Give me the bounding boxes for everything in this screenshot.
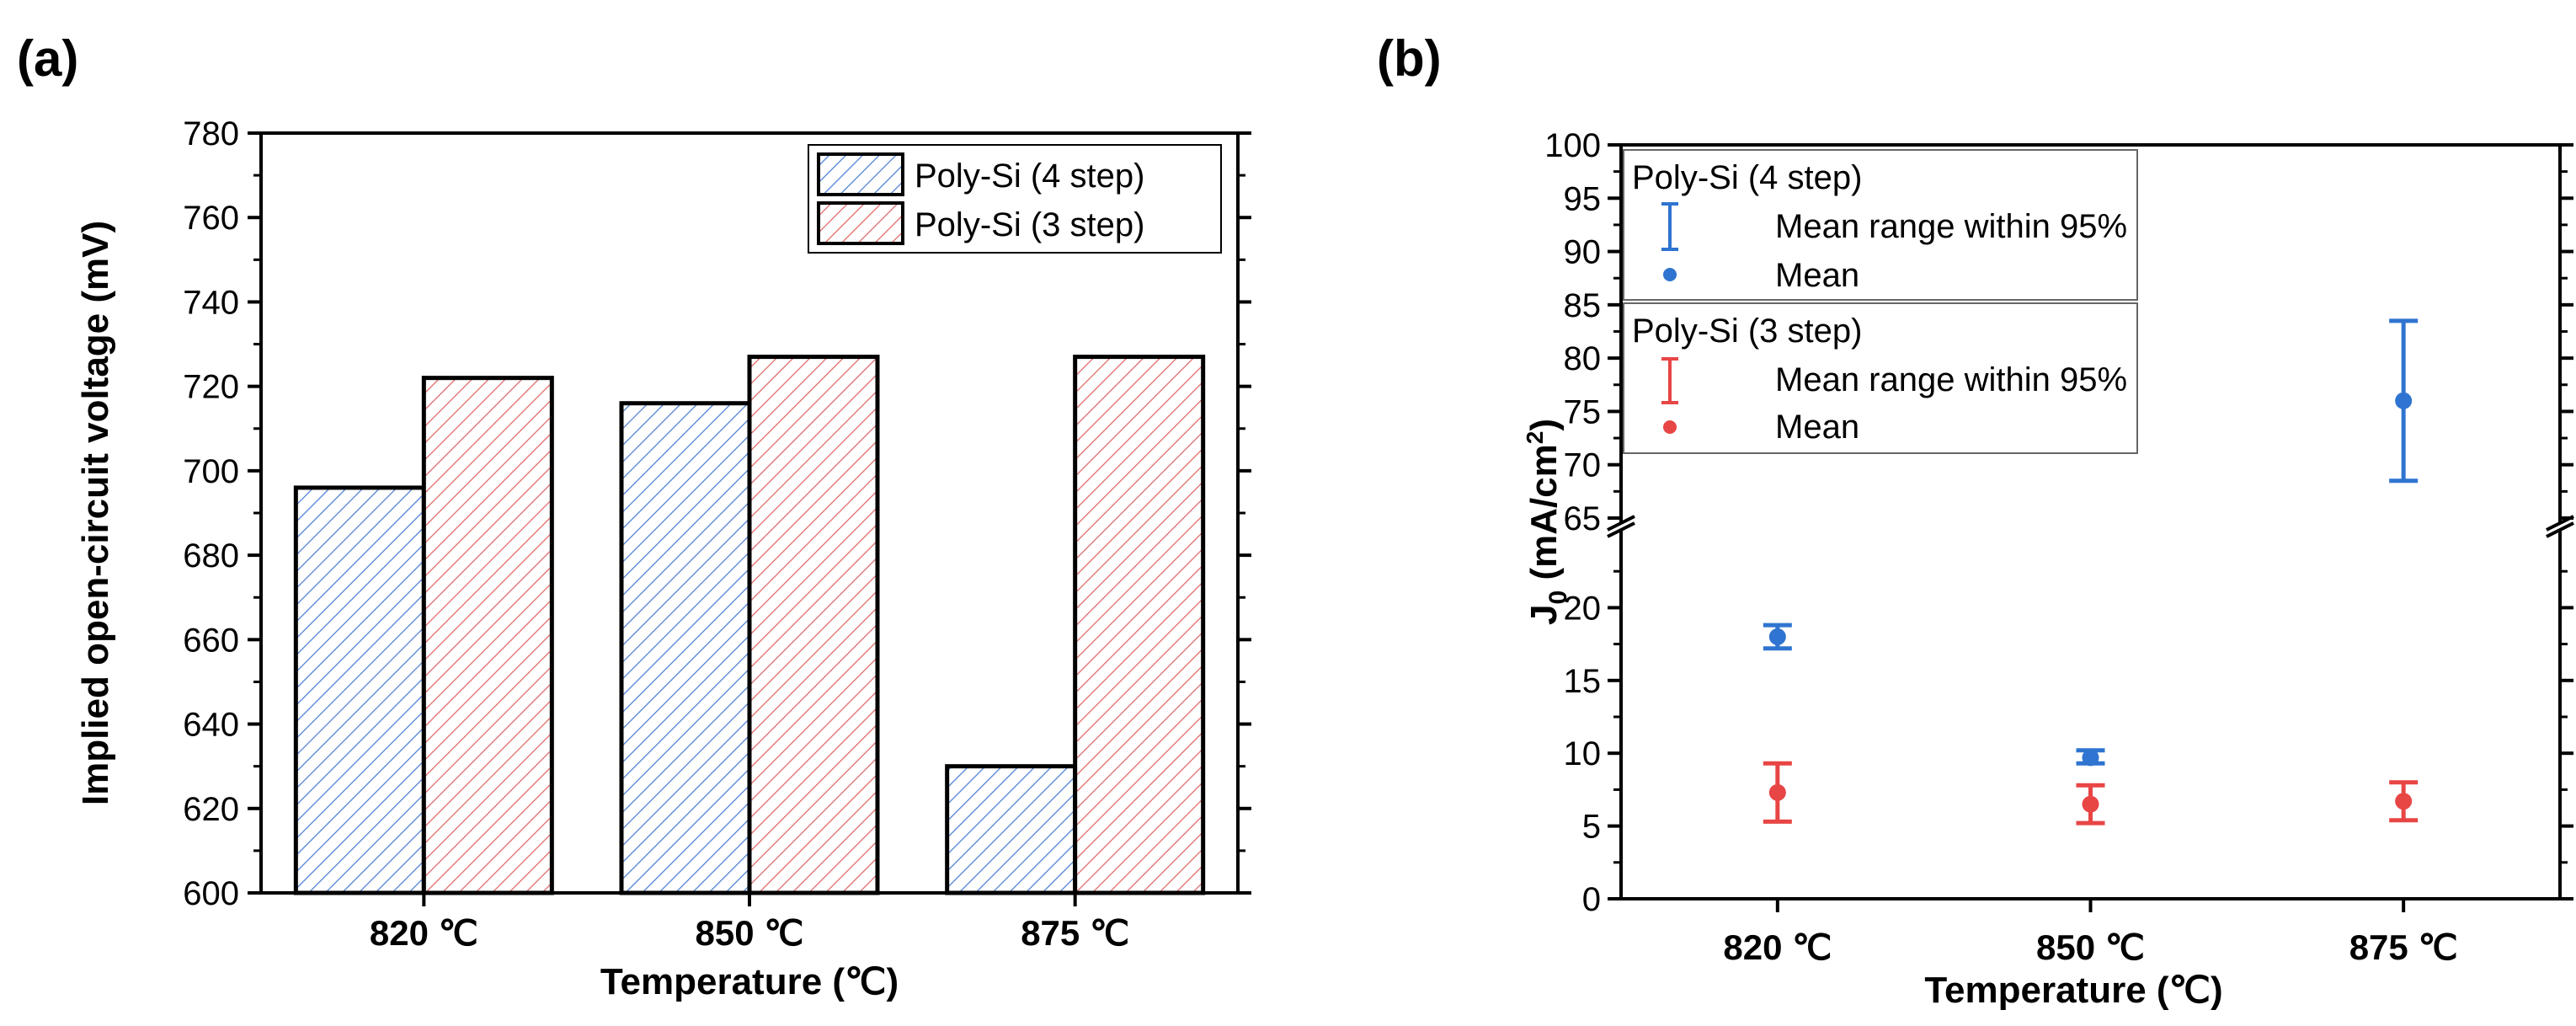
y-tick-label-15: 15 (1564, 663, 1602, 700)
legend-mean-3step: Mean (1775, 409, 1859, 446)
y-title-main: J (1523, 605, 1565, 625)
y-tick-label-780: 780 (183, 115, 239, 152)
x-tick-label-2: 875 ℃ (2349, 927, 2458, 967)
x-tick-label-1: 850 ℃ (2036, 927, 2145, 967)
y-tick-label-100: 100 (1544, 127, 1601, 164)
x-tick-label-0: 820 ℃ (370, 913, 478, 953)
y-tick-label-740: 740 (183, 284, 239, 321)
chart-b-x-axis-title: Temperature (℃) (1924, 970, 2222, 1011)
y-title-units: (mA/cm (1523, 444, 1565, 590)
mean-point-4step-2 (2395, 393, 2412, 409)
legend-group-3step: Poly-Si (3 step) (1632, 313, 1862, 350)
chart-a: 600 620 640 660 680 700 720 740 760 780 820 ℃ 850 … (75, 115, 1251, 1002)
legend-swatch-4step (819, 154, 903, 195)
y-tick-label-80: 80 (1564, 340, 1602, 377)
y-tick-label-70: 70 (1564, 447, 1602, 484)
legend-mean-4step-icon (1663, 268, 1677, 281)
y-tick-label-620: 620 (183, 791, 239, 828)
y-title-subscript: 0 (1544, 590, 1572, 605)
panel-a-label: (a) (17, 30, 78, 87)
bar-4step-875 (947, 767, 1075, 893)
chart-a-legend: Poly-Si (4 step) Poly-Si (3 step) (808, 145, 1221, 253)
legend-group-4step: Poly-Si (4 step) (1632, 159, 1862, 196)
mean-point-4step-1 (2083, 749, 2099, 766)
y-tick-label-85: 85 (1564, 287, 1602, 324)
chart-a-y-axis-title: Implied open-circuit voltage (mV) (75, 221, 116, 805)
chart-b-legend: Poly-Si (4 step) Mean range within 95% M… (1624, 150, 2137, 453)
x-tick-label-2: 875 ℃ (1021, 913, 1129, 953)
chart-a-x-axis-title: Temperature (℃) (600, 961, 899, 1002)
y-tick-label-760: 760 (183, 200, 239, 237)
bar-3step-875 (1075, 357, 1203, 893)
figure: (a) (b) 600620640660680700720740760780 8… (0, 0, 2576, 1026)
legend-range-3step: Mean range within 95% (1775, 361, 2127, 398)
y-tick-label-95: 95 (1564, 180, 1602, 217)
y-tick-label-65: 65 (1564, 500, 1602, 537)
legend-swatch-3step (819, 203, 903, 243)
legend-range-4step: Mean range within 95% (1775, 208, 2127, 245)
legend-mean-4step: Mean (1775, 257, 1859, 294)
bar-4step-850 (621, 403, 749, 893)
chart-a-y-tick-labels: 600 620 640 660 680 700 720 740 760 780 (183, 115, 239, 912)
bar-3step-820 (424, 378, 552, 893)
mean-point-3step-2 (2395, 793, 2412, 810)
y-tick-label-660: 660 (183, 622, 239, 659)
chart-a-x-tick-labels: 820 ℃ 850 ℃ 875 ℃ (370, 913, 1129, 953)
legend-label-3step: Poly-Si (3 step) (915, 206, 1144, 243)
mean-point-3step-0 (1769, 784, 1786, 801)
y-tick-label-640: 640 (183, 707, 239, 744)
y-tick-label-75: 75 (1564, 393, 1602, 430)
chart-a-bars (296, 357, 1203, 893)
legend-mean-3step-icon (1663, 420, 1677, 434)
mean-point-3step-1 (2083, 796, 2099, 813)
legend-label-4step: Poly-Si (4 step) (915, 158, 1144, 195)
x-tick-label-0: 820 ℃ (1723, 927, 1832, 967)
y-tick-label-600: 600 (183, 875, 239, 912)
y-tick-label-10: 10 (1564, 735, 1602, 772)
mean-point-4step-0 (1769, 628, 1786, 645)
y-tick-label-720: 720 (183, 369, 239, 406)
bar-4step-820 (296, 488, 424, 893)
y-tick-label-680: 680 (183, 537, 239, 574)
panel-b-label: (b) (1377, 30, 1442, 87)
y-tick-label-0: 0 (1582, 881, 1601, 918)
y-tick-label-5: 5 (1582, 809, 1601, 846)
y-tick-label-700: 700 (183, 453, 239, 490)
y-title-units-close: ) (1523, 419, 1565, 431)
x-tick-label-1: 850 ℃ (696, 913, 804, 953)
y-tick-label-90: 90 (1564, 234, 1602, 271)
chart-b-x-tick-labels: 820 ℃ 850 ℃ 875 ℃ (1723, 927, 2457, 967)
y-title-superscript: 2 (1522, 431, 1548, 445)
bar-3step-850 (749, 357, 877, 893)
